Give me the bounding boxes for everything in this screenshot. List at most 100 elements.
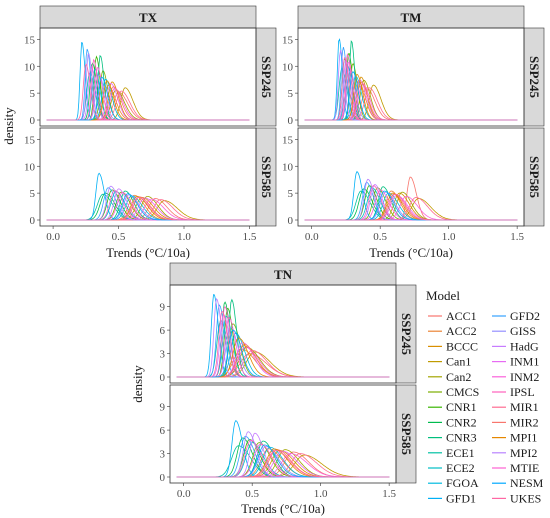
x-tick-label: 0.0 <box>177 488 191 500</box>
legend-label-giss: GISS <box>510 324 536 338</box>
y-tick-label: 10 <box>24 61 36 73</box>
density-curve-ece1 <box>46 72 250 121</box>
x-tick-label: 1.5 <box>382 488 396 500</box>
y-tick-label: 3 <box>160 449 166 461</box>
legend-label-ukes: UKES <box>510 491 541 505</box>
y-tick-label: 0 <box>288 115 294 127</box>
density-curve-ece2 <box>46 68 250 121</box>
density-curve-mpi2 <box>46 53 250 121</box>
curves-tn-ssp585 <box>176 420 390 478</box>
curves-tm-ssp245 <box>304 38 518 121</box>
legend-label-cmcs: CMCS <box>446 385 479 399</box>
legend-label-cnr1: CNR1 <box>446 400 477 414</box>
legend-label-nesm: NESM <box>510 476 544 490</box>
strip-tn-ssp245-label: SSP245 <box>399 313 414 355</box>
y-tick-label: 6 <box>160 425 166 437</box>
density-curve-gfd1 <box>176 420 390 478</box>
legend-label-hadg: HadG <box>510 339 539 353</box>
x-tick-label: 1.0 <box>314 488 328 500</box>
strip-tx-ssp245-label: SSP245 <box>259 56 274 98</box>
legend-label-cnr2: CNR2 <box>446 415 477 429</box>
curves-tx-ssp245 <box>46 41 250 121</box>
legend-label-bccc: BCCC <box>446 339 478 353</box>
density-curve-inm1 <box>46 83 250 121</box>
xticks-tm: 0.0 0.5 1.0 1.5 <box>305 226 525 243</box>
density-curve-ukes <box>176 310 390 378</box>
y-tick-label: 15 <box>24 134 36 146</box>
y-tick-label: 5 <box>30 88 36 100</box>
density-curve-ukes <box>46 197 250 221</box>
density-curve-acc2 <box>46 85 250 121</box>
y-tick-label: 15 <box>24 34 36 46</box>
x-tick-label: 0.5 <box>112 231 126 243</box>
y-tick-label: 5 <box>288 88 294 100</box>
x-tick-label: 1.5 <box>243 231 257 243</box>
legend-label-mir1: MIR1 <box>510 400 539 414</box>
density-curve-cmcs <box>46 69 250 121</box>
density-curve-mpi1 <box>176 337 390 378</box>
panel-tm: TM SSP245 SSP585 0 5 10 15 0 5 10 15 0.0 0.5 1.0… <box>282 5 545 260</box>
density-curve-cmcs <box>176 323 390 378</box>
legend-label-acc2: ACC2 <box>446 324 477 338</box>
yticks-tm-ssp585: 0 5 10 15 <box>282 134 298 227</box>
x-tick-label: 0.0 <box>305 231 319 243</box>
density-curve-mpi1 <box>46 80 250 121</box>
legend-label-cnr3: CNR3 <box>446 431 477 445</box>
density-curve-gfd1 <box>176 294 390 378</box>
legend-label-mpi2: MPI2 <box>510 446 537 460</box>
panel-tn-ssp585-frame <box>169 384 397 484</box>
strip-tm-ssp245-label: SSP245 <box>527 56 542 98</box>
density-curve-inm1 <box>176 342 390 378</box>
y-tick-label: 0 <box>30 215 36 227</box>
density-curve-can1 <box>46 87 250 121</box>
density-curve-nesm <box>176 329 390 378</box>
legend-title: Model <box>426 288 460 303</box>
y-tick-label: 10 <box>282 161 294 173</box>
y-tick-label: 15 <box>282 134 294 146</box>
strip-tn-ssp585-label: SSP585 <box>399 413 414 455</box>
density-curve-fgoa <box>46 78 250 121</box>
panel-tx: TX SSP245 SSP585 0 5 10 15 0 5 10 15 0.0 0.5 1.0… <box>1 5 277 260</box>
density-curve-gfd2 <box>304 181 518 221</box>
panel-tx-ssp585-frame <box>39 127 257 227</box>
xticks-tx: 0.0 0.5 1.0 1.5 <box>46 226 257 243</box>
xlabel-tm: Trends (°C/10a) <box>369 245 453 260</box>
legend-label-acc1: ACC1 <box>446 309 477 323</box>
density-curve-fgoa <box>176 332 390 378</box>
density-curve-cnr2 <box>46 62 250 121</box>
density-curve-ukes <box>304 193 518 221</box>
xticks-tn: 0.0 0.5 1.0 1.5 <box>177 483 397 500</box>
density-curve-ipsl <box>46 58 250 121</box>
legend-label-mpi1: MPI1 <box>510 431 537 445</box>
density-curve-cnr1 <box>46 55 250 121</box>
panel-tx-ssp245-frame <box>39 27 257 127</box>
density-curve-acc1 <box>46 91 250 121</box>
y-tick-label: 0 <box>288 215 294 227</box>
density-curve-ukes <box>46 63 250 121</box>
density-curve-ukes <box>304 56 518 121</box>
y-tick-label: 10 <box>24 161 36 173</box>
yticks-tx-ssp245: 0 5 10 15 <box>24 34 40 127</box>
curves-tm-ssp585 <box>304 170 518 221</box>
x-tick-label: 1.0 <box>442 231 456 243</box>
y-tick-label: 6 <box>160 325 166 337</box>
x-tick-label: 0.5 <box>245 488 259 500</box>
y-tick-label: 9 <box>160 402 166 414</box>
density-curve-gfd2 <box>46 48 250 121</box>
xlabel-tn: Trends (°C/10a) <box>241 501 325 516</box>
density-curve-nesm <box>46 76 250 121</box>
strip-tn-label: TN <box>274 267 293 282</box>
ylabel-bottom: density <box>130 365 145 403</box>
density-curve-giss <box>46 74 250 121</box>
density-curve-inm2 <box>46 87 250 121</box>
yticks-tx-ssp585: 0 5 10 15 <box>24 134 40 227</box>
xlabel-tx: Trends (°C/10a) <box>106 245 190 260</box>
x-tick-label: 1.0 <box>177 231 191 243</box>
y-tick-label: 5 <box>30 188 36 200</box>
curves-tn-ssp245 <box>176 294 390 378</box>
density-curve-mtie <box>46 67 250 121</box>
